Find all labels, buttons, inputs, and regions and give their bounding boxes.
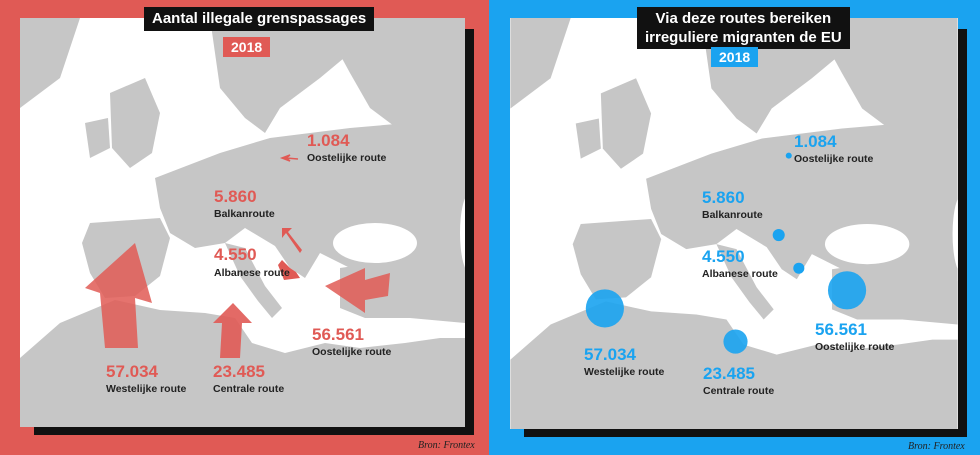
route-value: 1.084 [794, 132, 837, 151]
oostelijke-route-small-bubble [785, 152, 792, 159]
route-label: Oostelijke route [307, 152, 387, 164]
map-title-line1: Via deze routes bereiken [655, 10, 832, 27]
route-label: Centrale route [703, 385, 775, 397]
europe-map-left [20, 18, 465, 427]
route-value: 1.084 [307, 131, 350, 150]
left-panel: Aantal illegale grenspassages 2018 1.084… [0, 0, 489, 455]
year-badge: 2018 [223, 37, 271, 57]
route-value: 5.860 [702, 188, 745, 207]
route-label: Oostelijke route [312, 346, 392, 358]
route-label: Westelijke route [106, 383, 187, 395]
map-title: Aantal illegale grenspassages [144, 7, 375, 31]
oostelijke-route-arrow-icon [325, 268, 390, 313]
route-value: 56.561 [312, 325, 364, 344]
albanese-route-bubble [793, 262, 805, 274]
route-label: Oostelijke route [794, 153, 874, 165]
oostelijke-route-bubble [827, 271, 867, 310]
source-credit: Bron: Frontex [418, 440, 475, 451]
route-label: Albanese route [214, 267, 290, 279]
route-label: Westelijke route [584, 366, 665, 378]
map-title: Via deze routes bereiken irreguliere mig… [637, 7, 850, 49]
route-value: 4.550 [702, 247, 745, 266]
route-arrows [85, 154, 390, 358]
route-value: 23.485 [703, 364, 755, 383]
right-panel: Via deze routes bereiken irreguliere mig… [489, 0, 980, 455]
route-label: Oostelijke route [815, 341, 895, 353]
europe-map-svg [20, 18, 465, 427]
westelijke-route-bubble [585, 289, 624, 328]
route-label: Balkanroute [702, 209, 763, 221]
source-credit: Bron: Frontex [908, 441, 965, 452]
balkanroute-bubble [772, 229, 785, 242]
albanese-route-arrow-icon [278, 260, 300, 280]
route-value: 5.860 [214, 187, 257, 206]
route-value: 4.550 [214, 245, 257, 264]
route-bubbles [585, 152, 867, 354]
map-title-line2: irreguliere migranten de EU [645, 29, 842, 46]
centrale-route-bubble [723, 329, 748, 354]
route-value: 57.034 [584, 345, 636, 364]
route-label: Balkanroute [214, 208, 275, 220]
oostelijke-route-small-arrow-icon [279, 154, 299, 162]
year-badge: 2018 [711, 47, 759, 67]
route-label: Centrale route [213, 383, 285, 395]
route-label: Albanese route [702, 268, 778, 280]
westelijke-route-arrow-icon [85, 243, 152, 348]
centrale-route-arrow-icon [213, 303, 252, 358]
route-value: 57.034 [106, 362, 158, 381]
route-value: 23.485 [213, 362, 265, 381]
balkanroute-arrow-icon [282, 228, 302, 253]
route-value: 56.561 [815, 320, 867, 339]
